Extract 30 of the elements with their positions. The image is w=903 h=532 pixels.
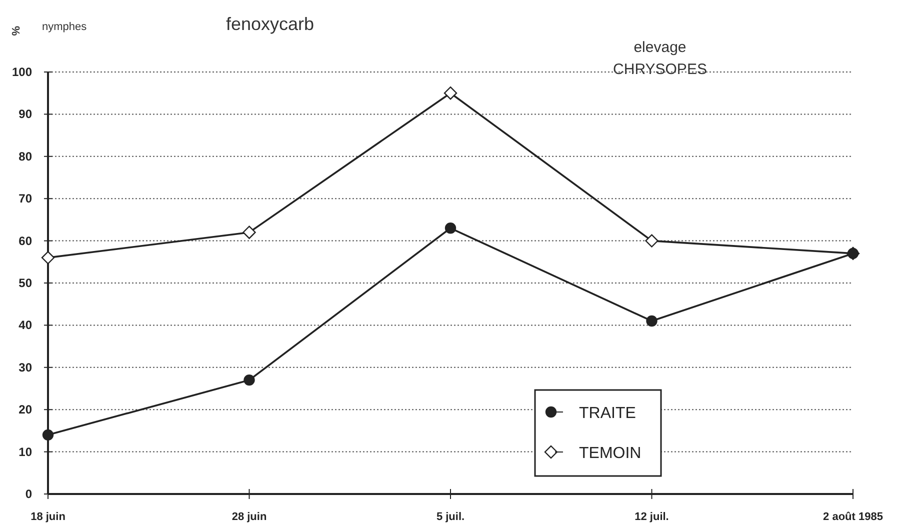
y-tick-label: 60 xyxy=(18,234,32,248)
y-tick-label: 90 xyxy=(18,107,32,122)
y-tick-label: 30 xyxy=(18,360,32,374)
point xyxy=(244,374,255,386)
point xyxy=(444,86,458,100)
point xyxy=(242,226,256,239)
legend-label: TEMOIN xyxy=(579,445,642,462)
point xyxy=(646,315,658,327)
y-tick-label: 70 xyxy=(18,192,32,206)
y-axis-title: % xyxy=(9,26,21,36)
x-tick-label: 2 août 1985 xyxy=(823,511,883,523)
point xyxy=(444,222,456,234)
annotation: elevage CHRYSOPES xyxy=(613,39,707,78)
y-tick-label: 40 xyxy=(18,318,32,332)
legend-label: TRAITE xyxy=(579,405,636,422)
x-tick-label: 12 juil. xyxy=(634,511,669,523)
y-tick-label: 10 xyxy=(18,444,32,459)
y-tick-label: 80 xyxy=(18,149,32,164)
y-tick-label: 100 xyxy=(12,65,32,79)
y-tick-label: 0 xyxy=(25,487,32,501)
chart-title: fenoxycarb xyxy=(226,14,314,34)
point xyxy=(645,234,658,248)
y-tick-label: 50 xyxy=(18,276,32,290)
x-tick-label: 28 juin xyxy=(232,511,267,523)
point xyxy=(42,429,54,441)
text: nymphes xyxy=(42,21,88,33)
x-tick-label: 18 juin xyxy=(30,511,66,523)
point xyxy=(41,251,55,264)
y-tick-label: 20 xyxy=(18,402,32,417)
x-tick-label: 5 juil. xyxy=(436,511,465,523)
